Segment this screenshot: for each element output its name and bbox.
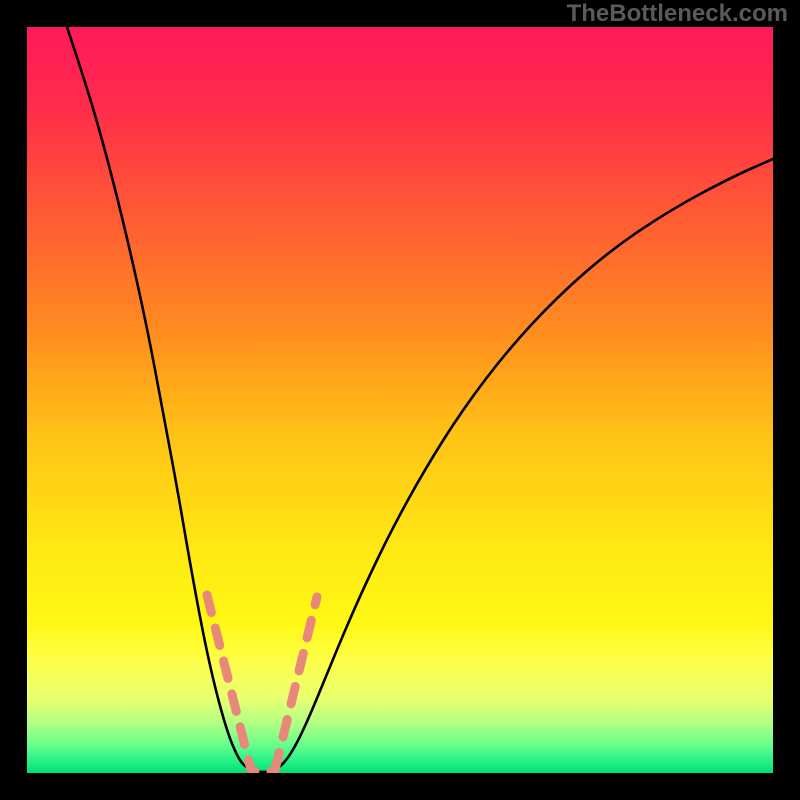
- plot-area: [27, 27, 773, 773]
- watermark-text: TheBottleneck.com: [567, 0, 788, 28]
- bottleneck-curve: [67, 27, 773, 772]
- chart-container: TheBottleneck.com: [0, 0, 800, 800]
- curve-layer: [27, 27, 773, 773]
